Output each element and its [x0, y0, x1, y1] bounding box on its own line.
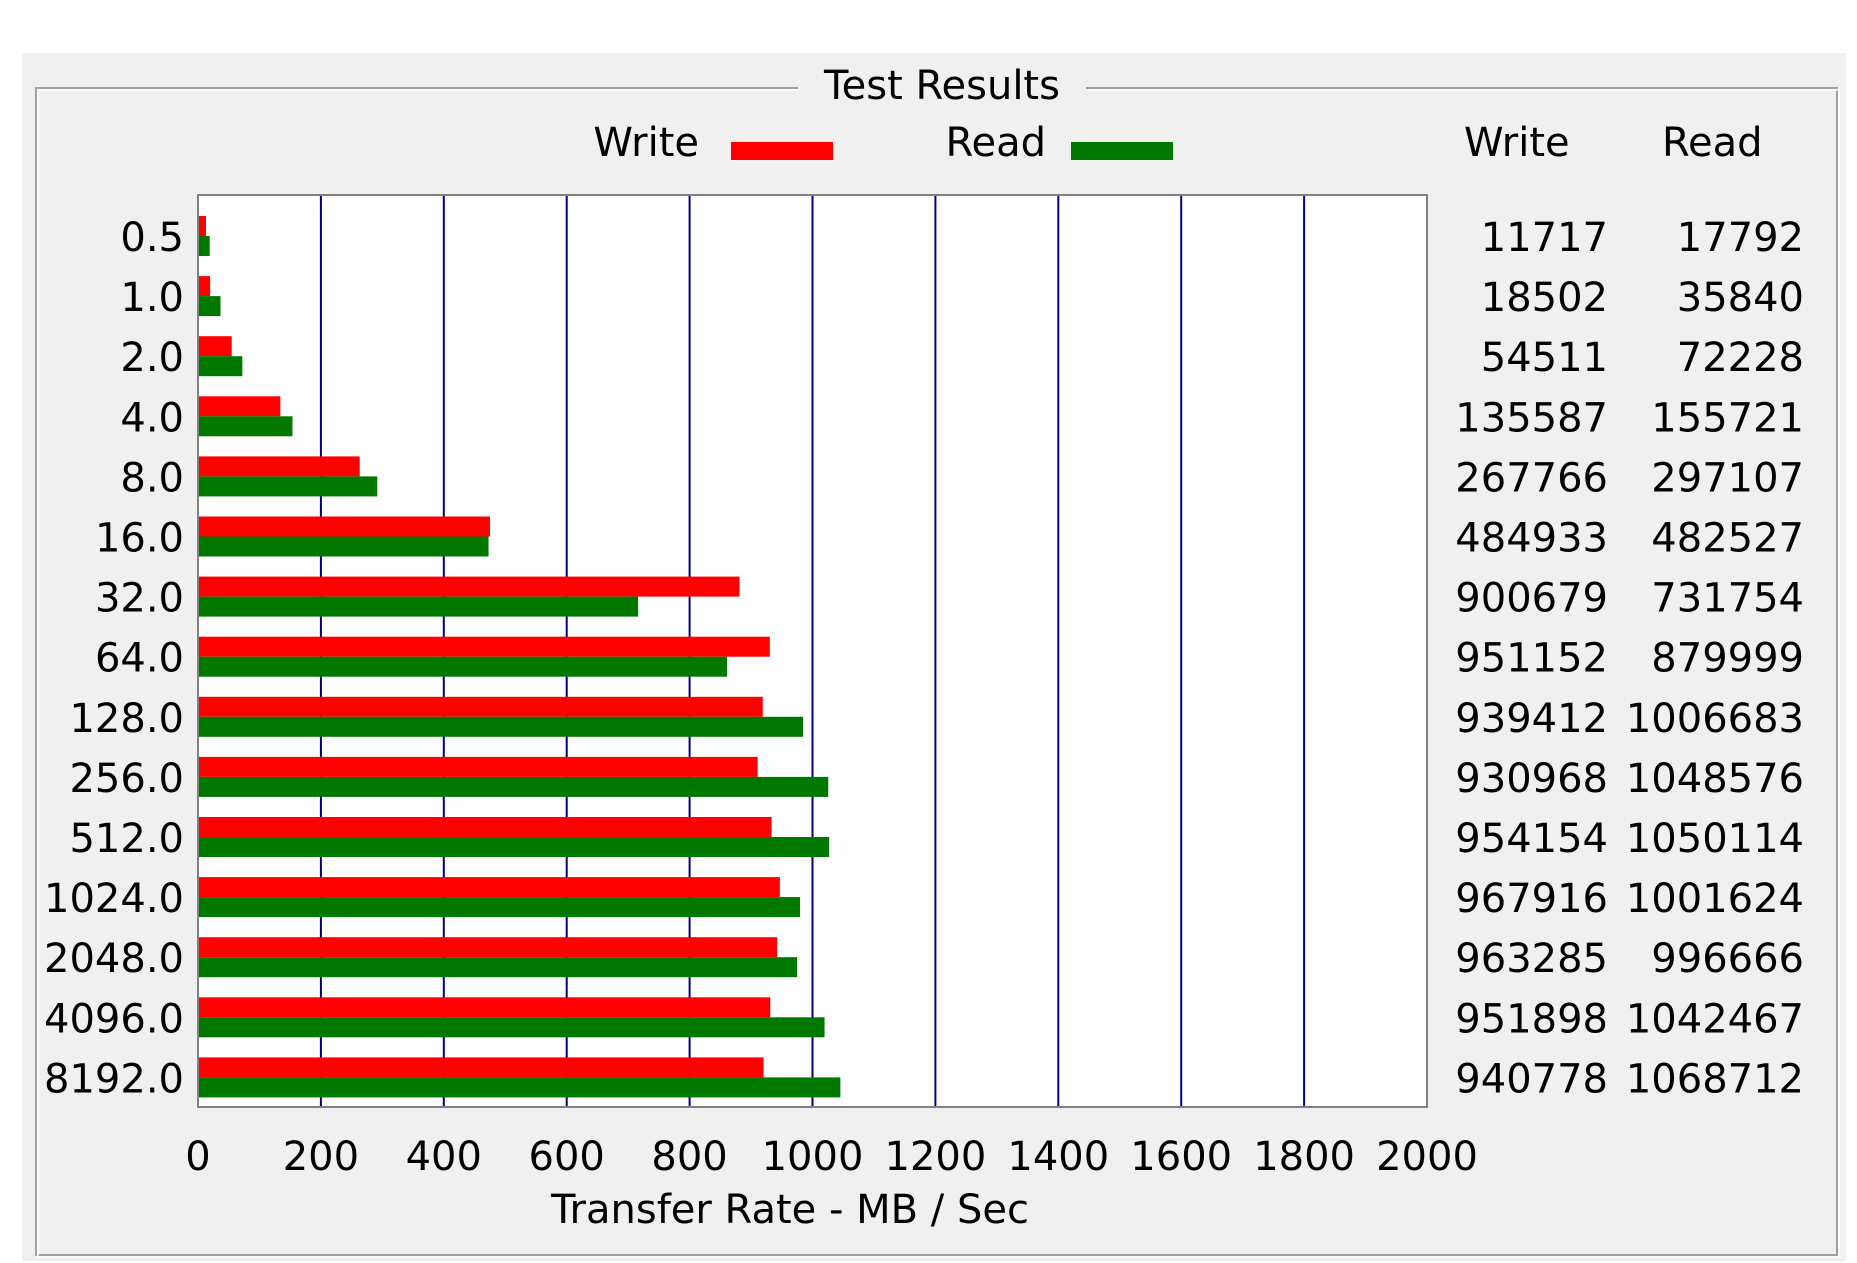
- category-label: 2048.0: [44, 936, 184, 982]
- category-label: 1024.0: [44, 876, 184, 922]
- table-cell-write: 900679: [1455, 576, 1608, 622]
- group-box-title: Test Results: [823, 63, 1060, 109]
- write-bar: [199, 1057, 764, 1078]
- table-cell-read: 996666: [1651, 936, 1804, 982]
- table-cell-read: 297107: [1651, 455, 1804, 501]
- x-tick-label: 600: [529, 1134, 605, 1180]
- write-bar: [199, 756, 758, 777]
- table-cell-read: 731754: [1651, 576, 1804, 622]
- table-cell-write: 940778: [1455, 1056, 1608, 1102]
- read-bar: [199, 656, 728, 677]
- read-bar: [199, 296, 221, 317]
- table-cell-read: 1006683: [1626, 696, 1804, 742]
- x-tick-label: 1000: [762, 1134, 864, 1180]
- category-label: 4.0: [120, 395, 184, 441]
- table-cell-read: 1050114: [1626, 816, 1804, 862]
- read-bar: [199, 957, 798, 978]
- table-cell-read: 482527: [1651, 516, 1804, 562]
- table-cell-read: 155721: [1651, 395, 1804, 441]
- legend-label-write: Write: [593, 120, 699, 166]
- x-tick-label: 1400: [1007, 1134, 1109, 1180]
- table-cell-read: 879999: [1651, 636, 1804, 682]
- category-label: 32.0: [95, 576, 184, 622]
- table-cell-write: 939412: [1455, 696, 1608, 742]
- read-bar: [199, 716, 804, 737]
- read-bar: [199, 776, 829, 797]
- category-label: 4096.0: [44, 996, 184, 1042]
- read-bar: [199, 476, 378, 497]
- category-label: 2.0: [120, 335, 184, 381]
- read-bar: [199, 897, 801, 918]
- table-header-read: Read: [1662, 120, 1763, 166]
- write-bar: [199, 396, 281, 417]
- table-cell-write: 267766: [1455, 455, 1608, 501]
- table-cell-read: 1042467: [1626, 996, 1804, 1042]
- category-label: 256.0: [69, 756, 184, 802]
- legend-swatch-write: [731, 142, 833, 160]
- table-cell-write: 967916: [1455, 876, 1608, 922]
- x-tick-label: 0: [185, 1134, 210, 1180]
- write-bar: [199, 817, 772, 837]
- x-axis-label: Transfer Rate - MB / Sec: [550, 1187, 1029, 1233]
- test-results-panel: Test Results 0.5 1.0 2.0 4.0 8.0 16.0 32.0 64.0 1…: [22, 53, 1846, 1261]
- x-tick-label: 1200: [885, 1134, 987, 1180]
- read-bar: [199, 536, 489, 557]
- write-bar: [199, 216, 207, 236]
- read-bar: [199, 837, 830, 857]
- category-label: 0.5: [120, 215, 184, 261]
- table-cell-write: 954154: [1455, 816, 1608, 862]
- table-cell-read: 1001624: [1626, 876, 1804, 922]
- table-cell-write: 951152: [1455, 636, 1608, 682]
- write-bar: [199, 696, 763, 717]
- read-bar: [199, 596, 639, 617]
- read-bar: [199, 416, 293, 437]
- category-label: 1.0: [120, 275, 184, 321]
- write-bar: [199, 877, 780, 898]
- table-cell-read: 35840: [1677, 275, 1804, 321]
- write-bar: [199, 516, 491, 537]
- write-bar: [199, 937, 778, 958]
- x-tick-label: 800: [651, 1134, 727, 1180]
- write-bar: [199, 997, 771, 1018]
- table-cell-write: 11717: [1481, 215, 1608, 261]
- read-bar: [199, 1077, 841, 1098]
- legend-swatch-read: [1071, 142, 1173, 160]
- table-cell-write: 54511: [1481, 335, 1608, 381]
- category-label: 128.0: [69, 696, 184, 742]
- table-header-write: Write: [1464, 120, 1570, 166]
- x-tick-label: 200: [283, 1134, 359, 1180]
- category-label: 8192.0: [44, 1056, 184, 1102]
- plot-border: [197, 194, 1428, 1108]
- legend-label-read: Read: [945, 120, 1046, 166]
- group-box-frame: [35, 87, 1838, 1256]
- x-tick-label: 1600: [1130, 1134, 1232, 1180]
- table-cell-read: 1068712: [1626, 1056, 1804, 1102]
- table-cell-read: 17792: [1677, 215, 1804, 261]
- x-tick-label: 2000: [1376, 1134, 1478, 1180]
- table-cell-write: 930968: [1455, 756, 1608, 802]
- table-cell-write: 951898: [1455, 996, 1608, 1042]
- write-bar: [199, 636, 770, 657]
- category-label: 512.0: [69, 816, 184, 862]
- table-cell-read: 1048576: [1626, 756, 1804, 802]
- write-bar: [199, 456, 360, 477]
- table-cell-write: 484933: [1455, 516, 1608, 562]
- group-box-frame-highlight: [37, 89, 1840, 1258]
- write-bar: [199, 276, 211, 297]
- x-tick-label: 400: [406, 1134, 482, 1180]
- write-bar: [199, 336, 232, 357]
- category-label: 8.0: [120, 455, 184, 501]
- read-bar: [199, 356, 243, 377]
- category-label: 16.0: [95, 516, 184, 562]
- category-label: 64.0: [95, 636, 184, 682]
- test-results-chart: Test Results 0.5 1.0 2.0 4.0 8.0 16.0 32.0 64.0 1…: [35, 63, 1840, 1258]
- x-tick-label: 1800: [1253, 1134, 1355, 1180]
- read-bar: [199, 236, 210, 256]
- read-bar: [199, 1017, 825, 1038]
- table-cell-read: 72228: [1677, 335, 1804, 381]
- table-cell-write: 18502: [1481, 275, 1608, 321]
- table-cell-write: 963285: [1455, 936, 1608, 982]
- write-bar: [199, 576, 740, 597]
- table-cell-write: 135587: [1455, 395, 1608, 441]
